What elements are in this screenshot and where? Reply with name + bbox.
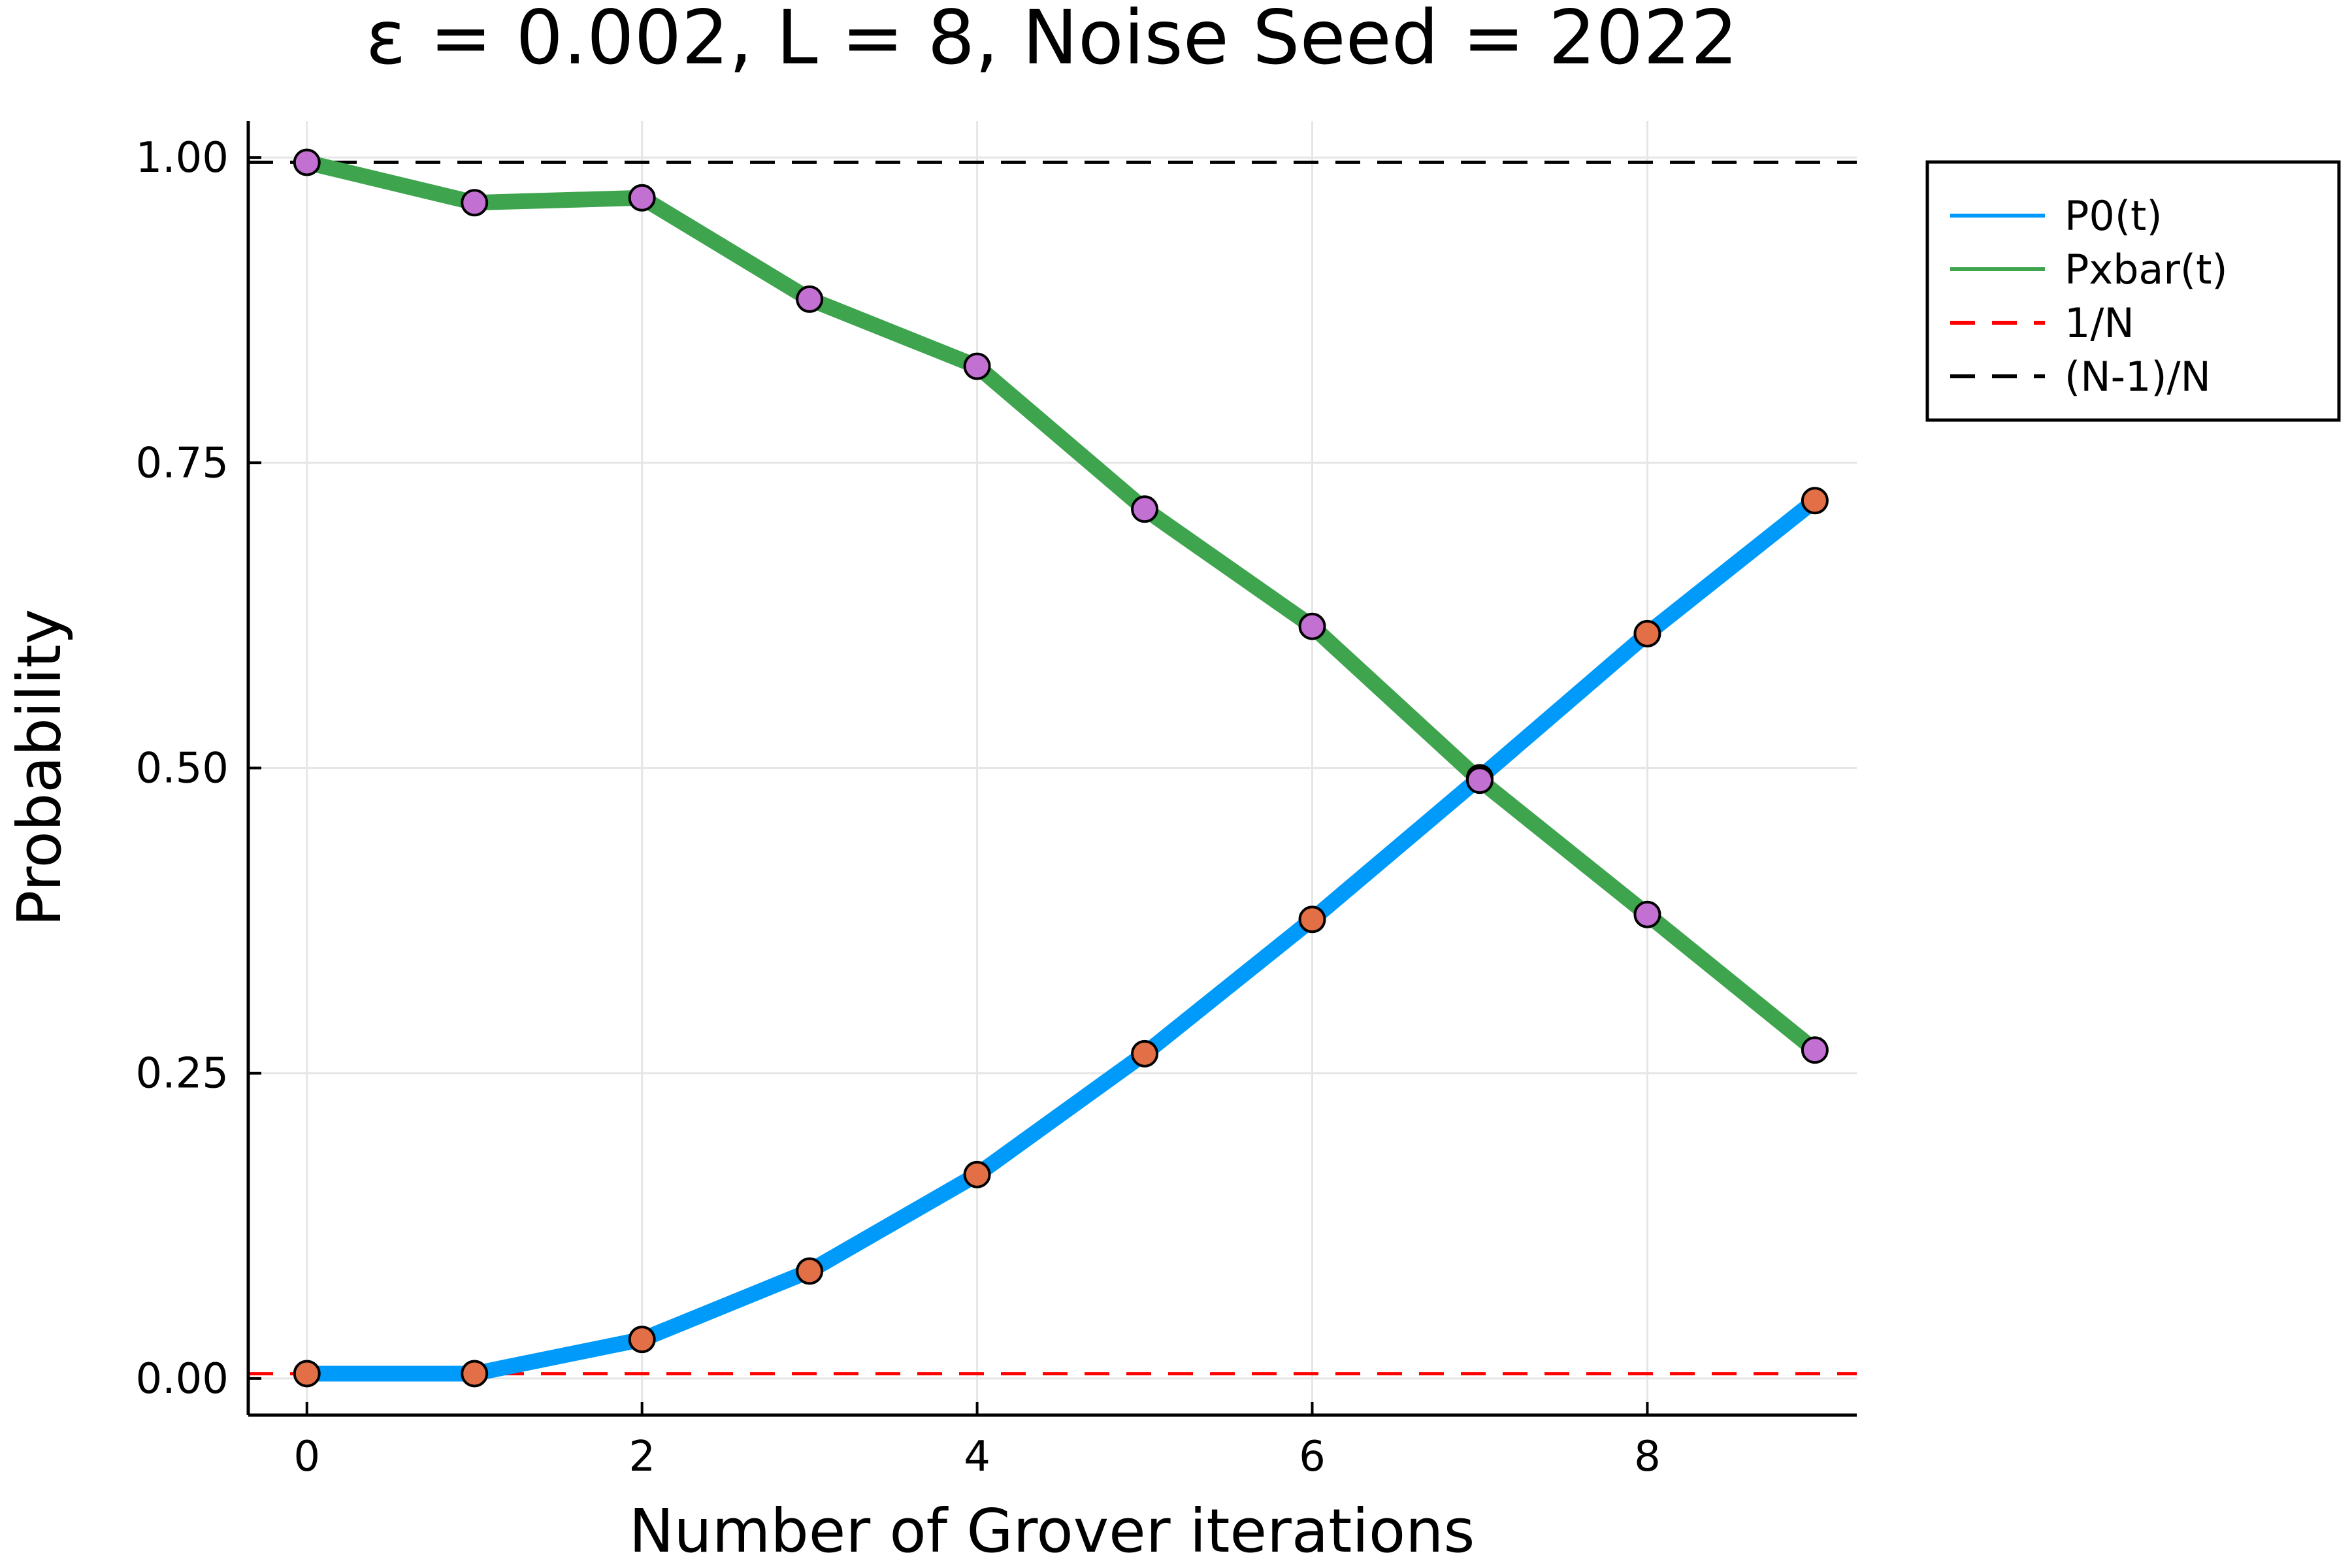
data-point — [628, 184, 656, 212]
y-axis-label: Probability — [5, 609, 74, 926]
legend-label: 1/N — [2065, 299, 2134, 347]
y-tick-label: 0.00 — [136, 1355, 229, 1403]
y-tick-label: 0.25 — [136, 1050, 229, 1098]
data-point — [963, 352, 991, 380]
data-point — [1465, 766, 1494, 794]
legend-label: (N-1)/N — [2065, 353, 2211, 400]
legend: P0(t) Pxbar(t) 1/N (N-1)/N — [1925, 160, 2341, 422]
y-tick-label: 0.50 — [136, 745, 229, 793]
data-point — [293, 148, 321, 176]
data-point — [796, 1257, 824, 1285]
data-markers — [293, 148, 1829, 1388]
series-lines — [304, 154, 1820, 1382]
series-line — [304, 154, 1820, 1056]
x-tick-label: 4 — [964, 1433, 990, 1481]
data-point — [1298, 612, 1326, 640]
data-point — [628, 1326, 656, 1354]
data-point — [293, 1360, 321, 1388]
data-point — [1801, 487, 1829, 515]
reference-lines — [248, 160, 1857, 1376]
x-axis-label: Number of Grover iterations — [629, 1496, 1475, 1566]
data-point — [1298, 906, 1326, 934]
x-tick-label: 6 — [1299, 1433, 1326, 1481]
x-axis-ticks: 0 2 4 6 8 — [293, 1402, 1661, 1481]
series-line — [306, 494, 1820, 1382]
data-point — [796, 285, 824, 313]
data-point — [1633, 619, 1661, 647]
x-tick-label: 8 — [1634, 1433, 1661, 1481]
chart-title: ε = 0.002, L = 8, Noise Seed = 2022 — [366, 0, 1739, 81]
grid — [248, 121, 1857, 1415]
legend-label: P0(t) — [2065, 192, 2163, 240]
data-point — [1131, 495, 1159, 523]
data-point — [1131, 1039, 1159, 1068]
y-tick-label: 1.00 — [136, 134, 229, 182]
data-point — [1801, 1036, 1829, 1064]
data-point — [461, 189, 489, 217]
y-axis-ticks: 0.00 0.25 0.50 0.75 1.00 — [136, 134, 261, 1403]
legend-entries: P0(t) Pxbar(t) 1/N (N-1)/N — [1950, 192, 2228, 400]
y-tick-label: 0.75 — [136, 439, 229, 487]
legend-label: Pxbar(t) — [2065, 246, 2228, 293]
x-tick-label: 2 — [629, 1433, 655, 1481]
data-point — [963, 1160, 991, 1188]
x-tick-label: 0 — [293, 1433, 320, 1481]
data-point — [461, 1360, 489, 1388]
data-point — [1633, 900, 1661, 928]
